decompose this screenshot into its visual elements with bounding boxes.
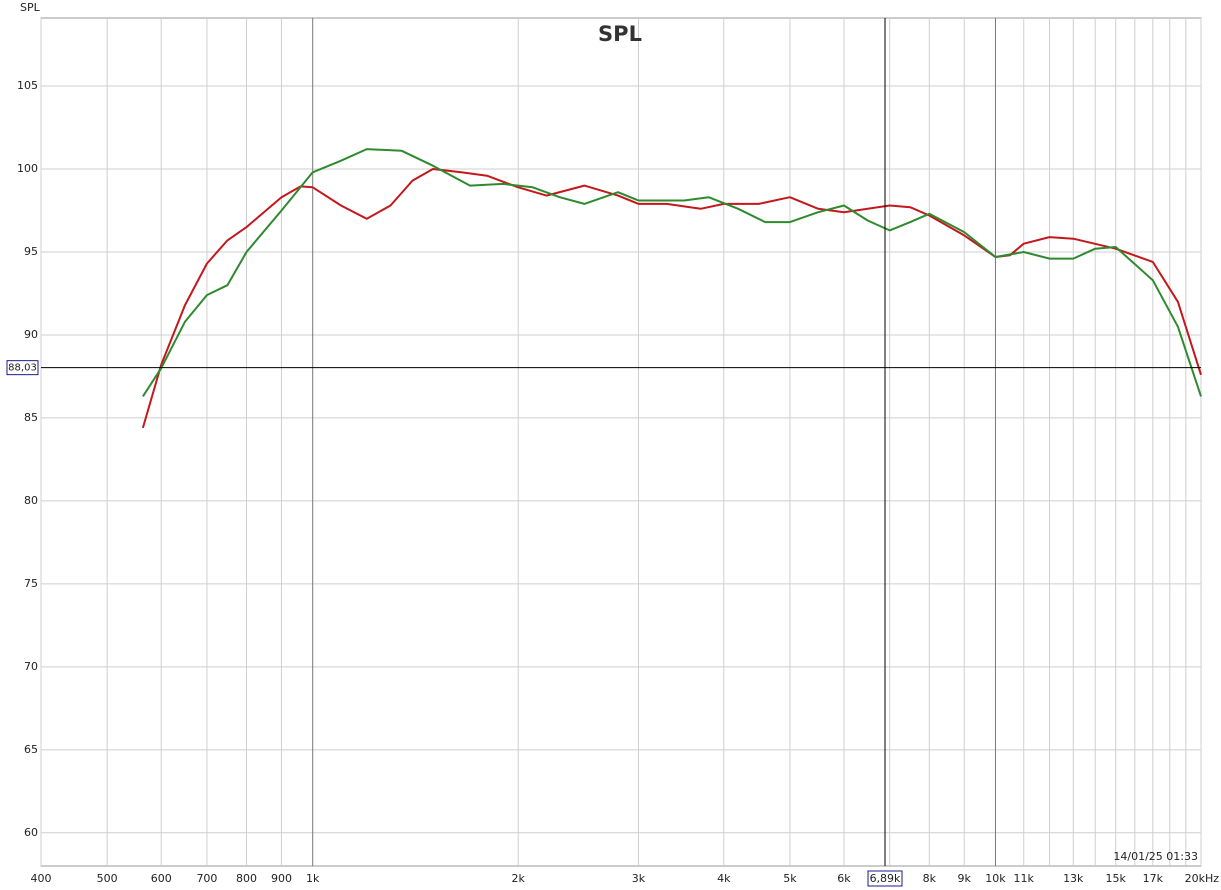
x-tick-label: 11k [1014,872,1035,885]
y-tick-label: 75 [24,577,38,590]
cursor-x-label: 6,89k [870,872,901,885]
y-tick-label: 80 [24,494,38,507]
x-tick-label: 10k [985,872,1006,885]
x-tick-label: 500 [97,872,118,885]
plot-area [40,17,1202,867]
y-tick-label: 85 [24,411,38,424]
x-tick-label: 900 [271,872,292,885]
y-tick-label: 105 [17,79,38,92]
x-tick-label: 2k [512,872,526,885]
y-tick-label: 100 [17,162,38,175]
x-tick-label: 4k [717,872,731,885]
x-tick-label: 400 [31,872,52,885]
chart-title: SPL [598,22,642,46]
x-tick-label: 13k [1063,872,1084,885]
x-tick-label: 700 [196,872,217,885]
x-tick-label: 3k [632,872,646,885]
timestamp: 14/01/25 01:33 [1113,850,1198,863]
y-axis-label: SPL [20,1,41,14]
x-tick-label: 6k [837,872,851,885]
x-tick-label: 600 [151,872,172,885]
series-line [142,148,1202,397]
cursor-y-label: 88,03 [8,363,37,374]
x-tick-label: 20kHz [1185,872,1220,885]
x-tick-label: 17k [1143,872,1164,885]
y-tick-label: 95 [24,245,38,258]
x-tick-label: 1k [306,872,320,885]
x-tick-label: 8k [923,872,937,885]
x-tick-label: 9k [958,872,972,885]
y-tick-label: 65 [24,743,38,756]
x-tick-label: 5k [783,872,797,885]
y-tick-label: 90 [24,328,38,341]
cursor-label-box [6,360,39,376]
y-tick-label: 70 [24,660,38,673]
x-tick-label: 800 [236,872,257,885]
cursor-label-box [867,870,903,887]
x-tick-label: 15k [1106,872,1127,885]
grid [40,18,1202,866]
y-tick-label: 60 [24,826,38,839]
